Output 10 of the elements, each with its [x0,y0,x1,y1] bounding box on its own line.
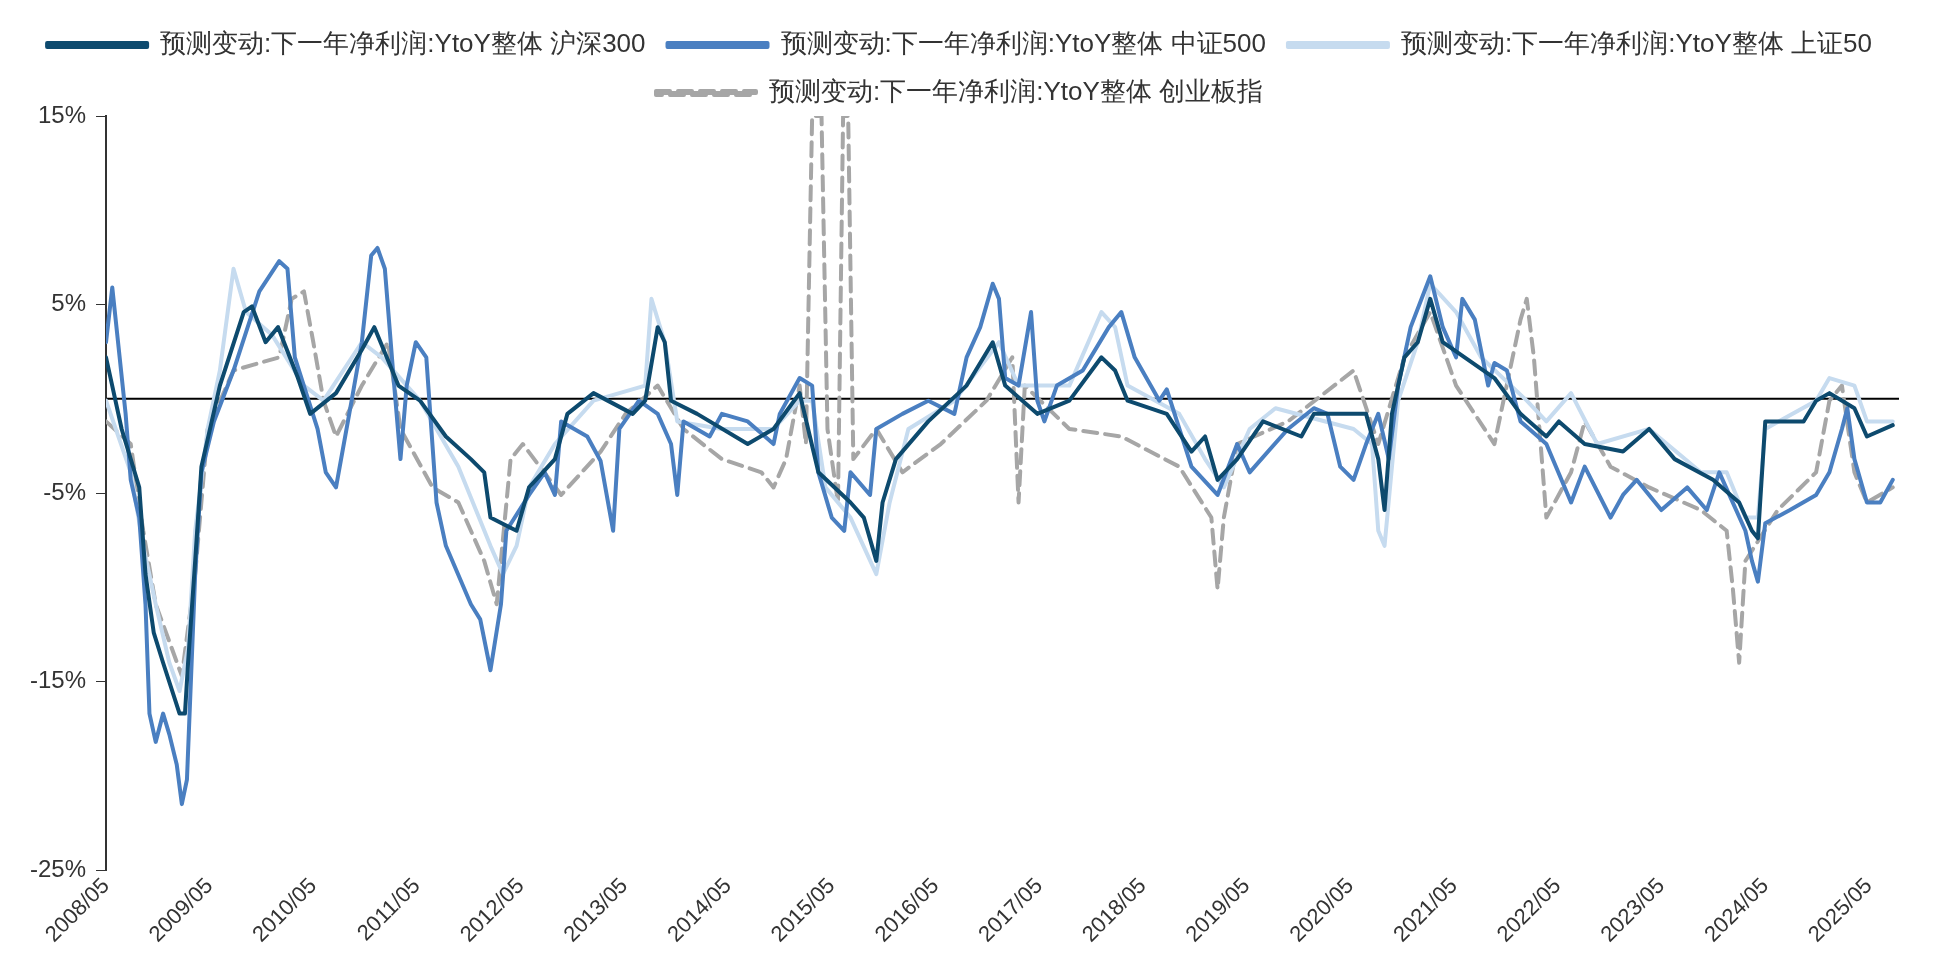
legend-label: 预测变动:下一年净利润:YtoY整体 中证500 [780,28,1266,59]
line-series [106,116,1895,678]
legend-label: 预测变动:下一年净利润:YtoY整体 创业板指 [768,76,1264,107]
legend-label: 预测变动:下一年净利润:YtoY整体 沪深300 [160,28,646,59]
y-tick-label: 5% [51,289,87,317]
y-tick-label: 15% [37,100,87,128]
y-tick-label: -15% [30,666,87,694]
legend-label: 预测变动:下一年净利润:YtoY整体 上证50 [1400,28,1872,59]
y-tick-label: -25% [30,854,87,882]
y-tick-label: -5% [43,477,87,505]
